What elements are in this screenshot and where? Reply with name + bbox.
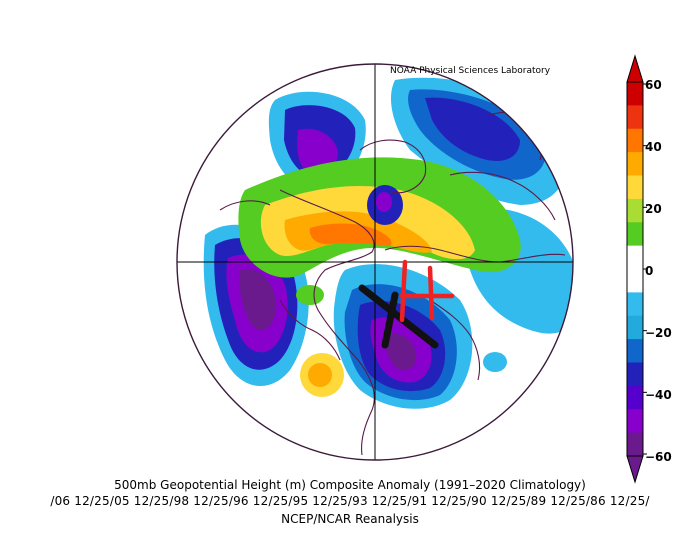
colorbar-segment: [627, 245, 643, 270]
colorbar-max-arrow: [626, 54, 644, 83]
trough-axis-annotation: [358, 284, 439, 349]
colorbar-segment: [627, 292, 643, 317]
colorbar-segment: [627, 82, 643, 106]
colorbar-segment: [627, 362, 643, 387]
warm-spots: [296, 285, 507, 397]
colorbar-segment: [627, 222, 643, 247]
colorbar-segment: [627, 269, 643, 293]
colorbar-tick-minus40: −40: [645, 388, 672, 402]
colorbar-tick-60: 60: [645, 78, 662, 92]
colorbar-segment: [627, 198, 643, 223]
colorbar-tick-20: 20: [645, 202, 662, 216]
colorbar-segment: [627, 432, 643, 457]
composite-dates: /06 12/25/05 12/25/98 12/25/96 12/25/95 …: [50, 494, 650, 508]
colorbar-segment: [627, 385, 643, 410]
colorbar-segment: [627, 175, 643, 200]
colorbar-tick-40: 40: [645, 140, 662, 154]
colorbar-segment: [627, 128, 643, 153]
polar-vortex-blob: [367, 185, 403, 225]
graticule: [177, 64, 573, 460]
colorbar-tick-minus60: −60: [645, 450, 672, 464]
colorbar-segment: [627, 339, 643, 364]
map-disk: [177, 64, 573, 460]
colorbar-tick-0: 0: [645, 264, 654, 278]
colorbar-segment: [627, 409, 643, 434]
map-boundary: [176, 63, 574, 461]
high-marker-annotation: [399, 259, 455, 323]
colorbar: [626, 54, 647, 484]
colorbar-segment: [627, 152, 643, 177]
colorbar-segment: [627, 315, 643, 340]
colorbar-segment: [627, 105, 643, 130]
map-title: 500mb Geopotential Height (m) Composite …: [114, 478, 586, 492]
credit-label: NOAA Physical Sciences Laboratory: [390, 66, 551, 76]
colorbar-tick-minus20: −20: [645, 326, 672, 340]
data-source: NCEP/NCAR Reanalysis: [281, 512, 419, 526]
